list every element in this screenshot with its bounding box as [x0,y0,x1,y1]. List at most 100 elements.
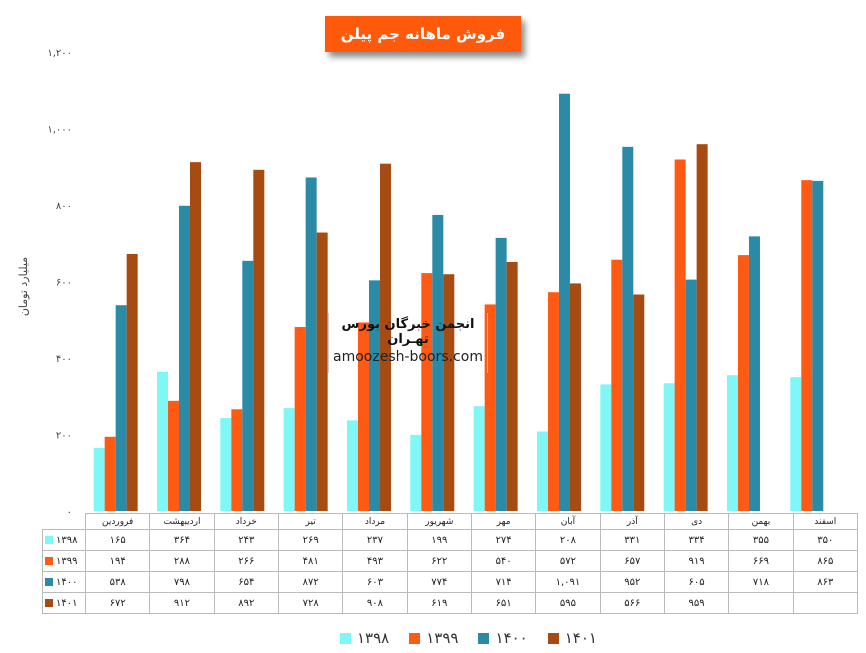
bar-0-0 [93,447,105,511]
bar-7-0 [536,431,548,511]
data-label: ۸۶۳ [792,571,858,593]
data-label [728,592,794,614]
watermark: انجمن خبرگان بورس تهـران amoozesh-boors.… [328,313,488,373]
bar-10-2 [748,236,760,512]
table-row: ۱۳۹۸ ۱۶۵ ۳۶۴ ۲۴۳ ۲۶۹ ۲۳۷ ۱۹۹ ۲۷۴ ۲۰۸ ۳۳۱ ۳۳۴ ۳۵۵ ۳۵۰ [42,529,858,551]
y-tick-label: ۸۰۰ [56,201,72,212]
bar-5-0 [410,434,422,511]
x-tick-label: آبان [535,513,601,530]
data-label: ۲۶۹ [277,529,344,551]
series-swatch [45,577,53,586]
watermark-url: amoozesh-boors.com [333,349,483,365]
bar-4-0 [346,420,358,511]
bar-4-3 [379,163,391,511]
bar-4-2 [368,280,380,511]
bar-0-2 [115,305,127,511]
table-row: ۱۴۰۱ ۶۷۲ ۹۱۲ ۸۹۲ ۷۲۸ ۹۰۸ ۶۱۹ ۶۵۱ ۵۹۵ ۵۶۶ ۹۵۹ [42,592,858,614]
series-swatch [45,535,53,544]
data-label: ۵۷۲ [535,550,601,572]
y-axis-label-container: میلیارد تومان [6,250,66,330]
y-tick-label: ۴۰۰ [56,354,72,365]
bar-11-1 [801,180,813,511]
bar-7-2 [558,93,570,511]
x-tick-label: شهریور [406,513,472,530]
y-tick-label: ۶۰۰ [56,278,72,289]
data-label: ۷۷۴ [406,571,472,593]
data-label: ۳۳۴ [663,529,730,551]
bar-8-1 [611,259,623,511]
data-label: ۴۹۳ [342,550,408,572]
data-label: ۶۶۹ [728,550,794,572]
data-label: ۲۸۸ [149,550,215,572]
bar-1-2 [178,205,190,511]
data-label: ۶۲۲ [406,550,472,572]
series-name: ۱۴۰۱ [56,597,78,609]
legend-item: ۱۳۹۹ [409,628,458,648]
data-label: ۷۱۴ [470,571,537,593]
x-tick-label: آذر [599,513,665,530]
bar-6-3 [506,261,518,511]
legend-item: ۱۴۰۱ [547,628,597,648]
bar-11-0 [790,377,802,511]
data-label: ۱,۰۹۱ [535,571,601,593]
data-label: ۳۵۰ [792,529,858,551]
bar-5-1 [421,273,433,511]
y-tick-label: ۰ [67,507,72,518]
data-label: ۹۵۲ [599,571,665,593]
bar-10-0 [726,375,738,511]
bar-10-1 [737,255,749,511]
x-tick-label: فروردین [84,513,151,530]
data-label: ۸۶۵ [792,550,858,572]
table-row: ۱۳۹۹ ۱۹۴ ۲۸۸ ۲۶۶ ۴۸۱ ۴۹۳ ۶۲۲ ۵۴۰ ۵۷۲ ۶۵۷ ۹۱۹ ۶۶۹ ۸۶۵ [42,550,858,572]
legend-label: ۱۴۰۰ [495,629,528,647]
data-label: ۲۰۸ [535,529,601,551]
data-label: ۵۳۸ [84,571,151,593]
data-label: ۷۱۸ [728,571,794,593]
data-label: ۵۴۰ [470,550,537,572]
bar-2-1 [231,409,243,511]
legend-swatch [409,632,421,644]
series-swatch [45,556,53,565]
data-label: ۲۶۶ [213,550,279,572]
data-label: ۹۵۹ [663,592,730,614]
data-label: ۵۹۵ [535,592,601,614]
data-label: ۷۹۸ [149,571,215,593]
x-tick-label: تیر [277,513,344,530]
data-label: ۶۷۲ [84,592,151,614]
chart-title: فروش ماهانه جم پیلن [340,25,506,43]
data-label: ۶۱۹ [406,592,472,614]
data-label: ۲۴۳ [213,529,279,551]
data-label: ۷۲۸ [277,592,344,614]
chart-title-banner: فروش ماهانه جم پیلن [325,16,521,52]
bar-8-2 [622,146,634,512]
data-label: ۲۳۷ [342,529,408,551]
data-label: ۸۷۲ [277,571,344,593]
x-tick-label: مرداد [342,513,408,530]
bar-3-2 [305,177,317,511]
data-label: ۹۱۹ [663,550,730,572]
legend-label: ۱۳۹۹ [426,629,459,647]
bar-11-2 [812,180,824,511]
data-label: ۲۷۴ [470,529,537,551]
data-label: ۱۹۴ [84,550,151,572]
data-table: فروردین اردیبهشت خرداد تیر مرداد شهریور مهر آبا… [42,513,858,614]
legend-swatch [547,632,559,644]
data-label: ۸۹۲ [213,592,279,614]
data-label: ۶۵۱ [470,592,537,614]
bar-9-3 [696,144,708,511]
bar-8-0 [600,384,612,511]
table-corner [43,514,86,530]
data-label: ۶۵۴ [213,571,279,593]
bar-6-1 [484,304,496,511]
y-tick-label: ۲۰۰ [56,431,72,442]
table-series-label: ۱۳۹۸ [42,529,86,551]
legend-item: ۱۳۹۸ [340,628,389,648]
data-label: ۶۰۵ [663,571,730,593]
data-label: ۴۸۱ [277,550,344,572]
bar-3-1 [294,327,306,511]
y-tick-label: ۱,۰۰۰ [47,125,72,136]
series-swatch [45,598,53,607]
chart-legend: ۱۳۹۸ ۱۳۹۹ ۱۴۰۰ ۱۴۰۱ [340,628,597,648]
data-label: ۹۱۲ [149,592,215,614]
bar-6-0 [473,406,485,511]
